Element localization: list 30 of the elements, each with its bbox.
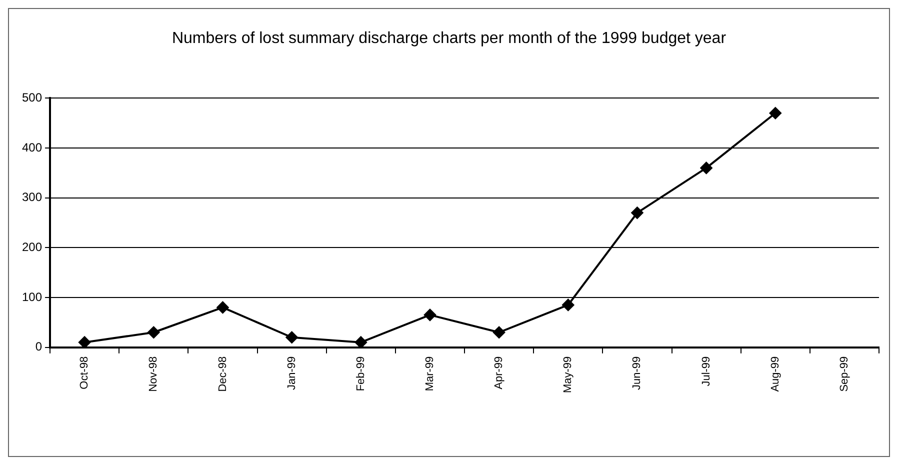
x-tick-label: May-99 (562, 356, 574, 394)
x-tick-label: Aug-99 (769, 356, 782, 392)
point (700, 162, 712, 174)
x-tick-label: Feb-99 (354, 356, 367, 392)
x-tick-label: Dec-98 (216, 356, 229, 392)
y-tick-label: 300 (22, 190, 42, 204)
point (78, 336, 91, 348)
y-tick-label: 200 (22, 240, 42, 254)
point (216, 301, 229, 314)
x-tick-label: Oct-98 (78, 356, 91, 390)
x-tick-label: Jun-99 (631, 356, 644, 390)
y-tick-label: 500 (22, 90, 42, 105)
chart-title: Numbers of lost summary discharge charts per month of the 1999 budget year (172, 30, 727, 48)
x-tick-label: Nov-98 (148, 356, 160, 392)
x-tick-label: Apr-99 (493, 356, 506, 390)
point (493, 326, 506, 338)
x-tick-label: Jul-99 (700, 356, 712, 386)
point (631, 206, 644, 219)
x-tick-label: Sep-99 (838, 356, 850, 392)
point (286, 331, 298, 344)
y-tick-label: 0 (35, 340, 42, 354)
point (769, 107, 782, 120)
x-tick-label: Jan-99 (286, 356, 298, 390)
point (148, 326, 160, 338)
point (354, 336, 367, 348)
x-tick-label: Mar-99 (424, 356, 436, 392)
y-tick-label: 400 (22, 140, 42, 154)
point (562, 298, 574, 311)
point (424, 308, 436, 321)
y-tick-label: 100 (22, 290, 42, 304)
